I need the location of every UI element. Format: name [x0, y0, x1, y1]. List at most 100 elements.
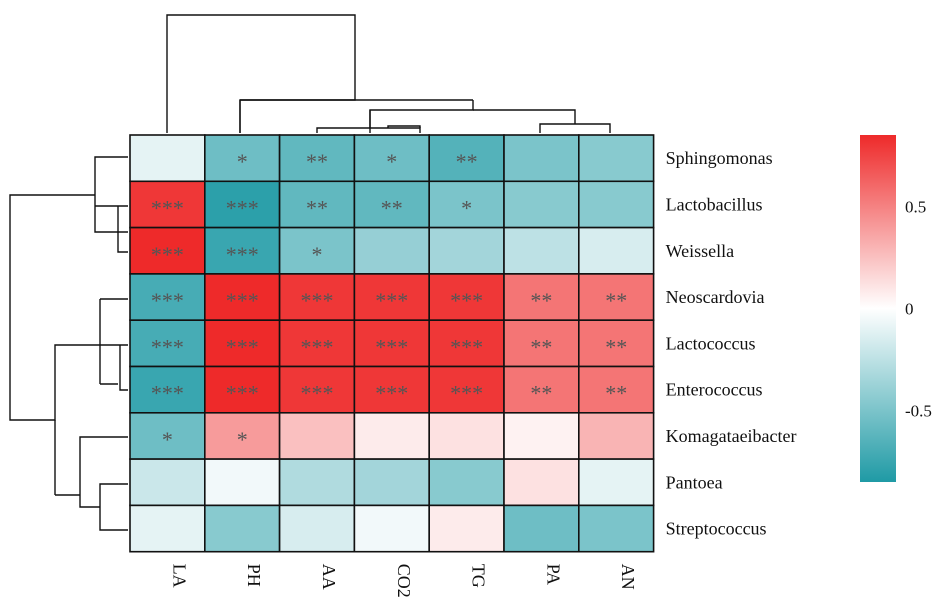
colorbar-tick-label: -0.5 — [905, 402, 932, 421]
row-labels: Sphingomonas Lactobacillus Weissella Neosca… — [666, 148, 797, 538]
significance-mark: *** — [226, 195, 259, 220]
significance-mark: ** — [530, 288, 552, 313]
heatmap-cell-neoscardovia-ph — [204, 273, 281, 321]
heatmap-cell-streptococcus-aa — [278, 504, 356, 553]
colorbar: 0.5 0 -0.5 — [860, 135, 932, 482]
heatmap-cell-enterococcus-la — [129, 365, 206, 414]
row-label: Neoscardovia — [666, 287, 765, 307]
heatmap-cell-neoscardovia-pa — [503, 273, 580, 321]
colorbar-tick-label: 0.5 — [905, 197, 926, 216]
heatmap-cell-komagataeibacter-tg — [428, 411, 505, 460]
heatmap-cell-weissella-pa — [503, 226, 580, 275]
significance-mark: *** — [450, 334, 483, 359]
heatmap-cells — [129, 134, 655, 553]
heatmap-cell-enterococcus-an — [577, 365, 655, 414]
heatmap-cell-pantoea-la — [129, 458, 206, 507]
heatmap-cell-komagataeibacter-aa — [278, 411, 356, 460]
significance-mark: ** — [530, 381, 552, 406]
heatmap-cell-komagataeibacter-an — [577, 411, 655, 460]
heatmap-cell-lactobacillus-tg — [428, 180, 505, 229]
significance-mark: ** — [456, 149, 478, 174]
heatmap-cell-neoscardovia-la — [129, 273, 206, 321]
heatmap-cell-lactococcus-aa — [278, 319, 356, 368]
row-label: Sphingomonas — [666, 148, 773, 168]
column-label: PA — [543, 564, 563, 585]
heatmap-cell-streptococcus-an — [577, 504, 655, 553]
significance-mark: *** — [375, 381, 408, 406]
significance-mark: *** — [301, 334, 334, 359]
heatmap-cell-streptococcus-tg — [428, 504, 505, 553]
row-label: Lactobacillus — [666, 194, 763, 214]
row-label: Enterococcus — [666, 380, 763, 400]
heatmap-cell-lactobacillus-an — [577, 180, 655, 229]
heatmap-cell-pantoea-tg — [428, 458, 505, 507]
heatmap-cell-sphingomonas-ph — [204, 134, 281, 183]
significance-mark: *** — [226, 334, 259, 359]
heatmap-cell-weissella-co2 — [353, 226, 430, 275]
significance-mark: *** — [151, 242, 184, 267]
heatmap-cell-sphingomonas-an — [577, 134, 655, 183]
row-label: Lactococcus — [666, 333, 756, 353]
heatmap-cell-pantoea-ph — [204, 458, 281, 507]
heatmap-cell-pantoea-an — [577, 458, 655, 507]
significance-mark: * — [162, 427, 173, 452]
heatmap-cell-lactobacillus-la — [129, 180, 206, 229]
significance-mark: ** — [381, 195, 403, 220]
significance-mark: *** — [301, 288, 334, 313]
significance-mark: * — [461, 195, 472, 220]
significance-mark: *** — [151, 381, 184, 406]
heatmap-cell-pantoea-co2 — [353, 458, 430, 507]
significance-mark: ** — [306, 195, 328, 220]
row-label: Pantoea — [666, 472, 723, 492]
significance-mark: * — [237, 149, 248, 174]
significance-mark: *** — [151, 288, 184, 313]
row-label: Streptococcus — [666, 519, 767, 539]
significance-mark: *** — [450, 381, 483, 406]
column-labels: LA PH AA CO2 TG PA AN — [169, 564, 638, 598]
significance-mark: *** — [151, 195, 184, 220]
column-label: TG — [469, 564, 489, 588]
colorbar-gradient — [860, 135, 896, 482]
heatmap-cell-streptococcus-co2 — [353, 504, 430, 553]
significance-mark: *** — [301, 381, 334, 406]
significance-mark: * — [386, 149, 397, 174]
significance-mark: ** — [605, 381, 627, 406]
significance-mark: *** — [226, 242, 259, 267]
column-label: LA — [169, 564, 189, 588]
heatmap-cell-komagataeibacter-co2 — [353, 411, 430, 460]
heatmap-cell-weissella-an — [577, 226, 655, 275]
heatmap-cell-lactobacillus-aa — [278, 180, 356, 229]
heatmap-cell-lactobacillus-pa — [503, 180, 580, 229]
significance-mark: *** — [375, 334, 408, 359]
column-label: AA — [319, 564, 339, 590]
colorbar-tick-label: 0 — [905, 300, 914, 319]
heatmap-cell-streptococcus-la — [129, 504, 206, 553]
column-label: AN — [618, 564, 638, 590]
significance-mark: * — [237, 427, 248, 452]
heatmap-cell-sphingomonas-la — [129, 134, 206, 183]
heatmap-cell-lactococcus-la — [129, 319, 206, 368]
significance-mark: ** — [605, 334, 627, 359]
significance-mark: *** — [375, 288, 408, 313]
column-label: PH — [244, 564, 264, 587]
heatmap-cell-streptococcus-ph — [204, 504, 281, 553]
row-label: Komagataeibacter — [666, 426, 797, 446]
heatmap-cell-weissella-aa — [278, 226, 356, 275]
significance-mark: * — [312, 242, 323, 267]
significance-mark: ** — [530, 334, 552, 359]
colorbar-ticks: 0.5 0 -0.5 — [905, 197, 932, 420]
heatmap-cell-weissella-tg — [428, 226, 505, 275]
heatmap-cell-streptococcus-pa — [503, 504, 580, 553]
row-label: Weissella — [666, 241, 735, 261]
column-dendrogram — [166, 14, 611, 133]
heatmap-cell-sphingomonas-pa — [503, 134, 580, 183]
heatmap-cell-enterococcus-ph — [204, 365, 281, 414]
significance-mark: ** — [605, 288, 627, 313]
significance-marks: * ** * ***** *** ** ** **** *** **** *** *** *** *** *… — [151, 149, 627, 452]
column-label: CO2 — [394, 564, 414, 598]
significance-mark: ** — [306, 149, 328, 174]
heatmap-cell-pantoea-pa — [503, 458, 580, 507]
significance-mark: *** — [450, 288, 483, 313]
heatmap-cell-komagataeibacter-pa — [503, 411, 580, 460]
